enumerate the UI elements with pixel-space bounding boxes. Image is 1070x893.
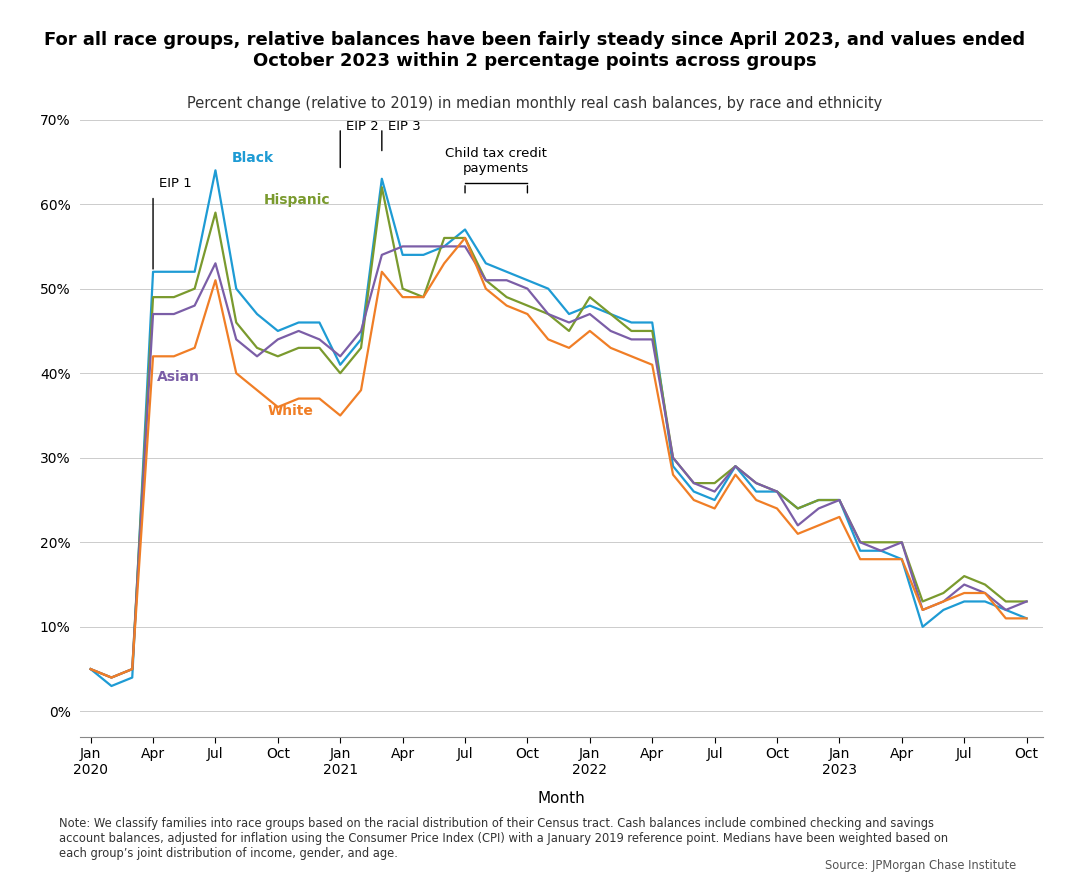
X-axis label: Month: Month (538, 791, 585, 806)
Text: Child tax credit
payments: Child tax credit payments (445, 146, 547, 174)
Text: Note: We classify families into race groups based on the racial distribution of : Note: We classify families into race gro… (59, 817, 948, 860)
Text: White: White (268, 405, 314, 418)
Text: Black: Black (232, 151, 274, 164)
Text: EIP 2: EIP 2 (347, 120, 379, 132)
Text: Percent change (relative to 2019) in median monthly real cash balances, by race : Percent change (relative to 2019) in med… (187, 96, 883, 111)
Text: EIP 3: EIP 3 (388, 120, 421, 132)
Text: Hispanic: Hispanic (263, 193, 330, 207)
Text: Asian: Asian (157, 371, 200, 385)
Text: EIP 1: EIP 1 (159, 177, 192, 189)
Text: For all race groups, relative balances have been fairly steady since April 2023,: For all race groups, relative balances h… (45, 31, 1025, 70)
Text: Source: JPMorgan Chase Institute: Source: JPMorgan Chase Institute (825, 859, 1016, 872)
